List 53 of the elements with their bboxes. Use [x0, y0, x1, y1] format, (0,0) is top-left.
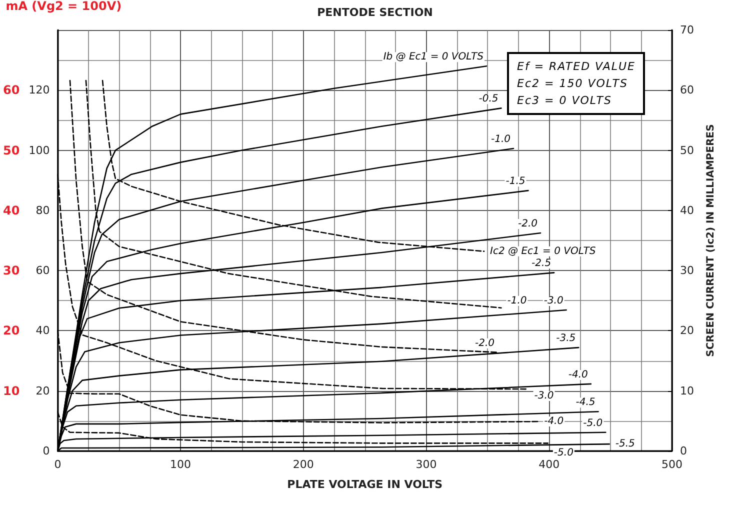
- x-tick-label: 100: [170, 458, 192, 471]
- annotation: Ec3 = 0 VOLTS: [517, 93, 613, 109]
- series-label: Ib @ Ec1 = 0 VOLTS: [383, 52, 484, 63]
- series-label: Ic2 @ Ec1 = 0 VOLTS: [490, 246, 596, 257]
- x-tick-label: 0: [54, 458, 62, 471]
- y-tick-label: 0: [42, 444, 50, 458]
- series-label: -4.0: [544, 416, 564, 428]
- series-label: -1.5: [506, 176, 526, 188]
- x-tick-label: 300: [416, 458, 437, 471]
- y2-tick-label: 50: [680, 144, 694, 157]
- y2-tick-label: 70: [680, 24, 694, 36]
- annotation: Ec2 = 150 VOLTS: [517, 76, 629, 92]
- series-label: -2.0: [475, 338, 495, 349]
- y2-tick-label: 10: [680, 384, 694, 398]
- y-tick-label: 100: [28, 144, 50, 157]
- y2-tick-label: 20: [680, 324, 694, 338]
- y-tick-label: 80: [36, 204, 50, 217]
- y-tick-label: 60: [36, 264, 50, 278]
- y-tick-label: 120: [28, 84, 50, 97]
- y3-tick-label: 50: [2, 143, 20, 158]
- y-tick-label: 40: [36, 324, 50, 338]
- chart-title: PENTODE SECTION: [317, 6, 433, 19]
- y3-tick-label: 60: [2, 83, 20, 98]
- y3-axis-title: mA (Vg2 = 100V): [6, 0, 122, 13]
- series-label: -1.0: [490, 134, 511, 145]
- x-tick-label: 200: [292, 458, 314, 471]
- y2-tick-label: 0: [680, 444, 687, 458]
- series-label: -5.0: [554, 448, 574, 459]
- series-label: -5.0: [583, 418, 603, 429]
- x-tick-label: 400: [538, 458, 560, 471]
- y-tick-label: 20: [36, 384, 50, 398]
- series-label: -4.0: [568, 369, 588, 380]
- series-label: -3.5: [556, 333, 576, 344]
- x-axis-title: PLATE VOLTAGE IN VOLTS: [287, 478, 443, 491]
- y3-tick-label: 40: [2, 203, 20, 218]
- series-label: -5.5: [615, 438, 635, 450]
- y2-tick-label: 30: [680, 264, 694, 278]
- x-tick-label: 500: [662, 458, 682, 471]
- y3-tick-label: 30: [2, 264, 20, 278]
- series-label: -0.5: [478, 94, 498, 105]
- series-label: -2.0: [518, 218, 538, 230]
- note-box: Ef = RATED VALUE Ec2 = 150 VOLTS Ec3 = 0 VOLTS: [507, 52, 646, 115]
- y2-axis-title: SCREEN CURRENT (Ic2) IN MILLIAMPERES: [706, 124, 716, 357]
- series-label: -2.5: [532, 258, 552, 270]
- series-label: -3.0: [534, 390, 554, 402]
- y3-tick-label: 10: [2, 384, 20, 398]
- series-label: -1.0: [507, 295, 527, 306]
- series-label: -3.0: [544, 295, 564, 306]
- y2-tick-label: 40: [680, 204, 694, 217]
- y3-tick-label: 20: [2, 324, 20, 338]
- y2-tick-label: 60: [680, 84, 694, 97]
- series-label: -4.5: [576, 397, 596, 408]
- annotation: Ef = RATED VALUE: [517, 59, 636, 75]
